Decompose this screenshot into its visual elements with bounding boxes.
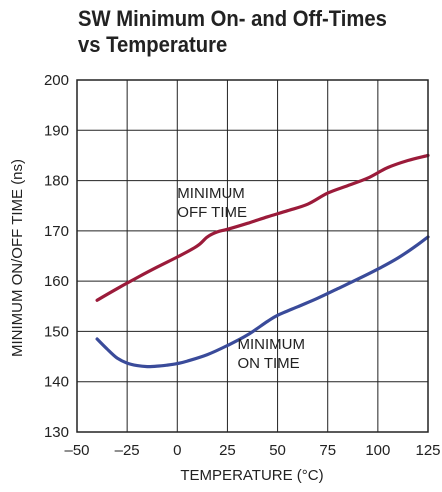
- y-tick-label: 170: [44, 223, 69, 240]
- y-tick-label: 150: [44, 323, 69, 340]
- y-tick-label: 160: [44, 273, 69, 290]
- series-label-line: ON TIME: [237, 355, 299, 372]
- series-label-line: OFF TIME: [177, 204, 247, 221]
- y-tick-label: 140: [44, 374, 69, 391]
- x-axis-label: TEMPERATURE (°C): [180, 467, 323, 484]
- x-tick-label: –50: [64, 442, 89, 459]
- x-tick-label: 100: [365, 442, 390, 459]
- chart-title-line2: vs Temperature: [78, 32, 228, 57]
- tick-labels: –50 –25 0 25 50 75 100 125 130 140 150 160 170 180 190…: [44, 72, 441, 459]
- grid: [76, 79, 429, 433]
- x-tick-label: 125: [415, 442, 440, 459]
- chart-title-line1: SW Minimum On- and Off-Times: [78, 6, 387, 31]
- series-labels: MINIMUM OFF TIME MINIMUM ON TIME: [177, 185, 305, 372]
- series-group: [95, 153, 430, 369]
- plot-frame: [76, 79, 429, 433]
- x-tick-label: 50: [269, 442, 286, 459]
- series-label-line: MINIMUM: [177, 185, 245, 202]
- y-axis-label: MINIMUM ON/OFF TIME (ns): [9, 159, 26, 357]
- x-tick-label: 25: [219, 442, 236, 459]
- y-tick-label: 190: [44, 122, 69, 139]
- y-tick-label: 200: [44, 72, 69, 89]
- x-tick-label: 0: [173, 442, 181, 459]
- series-line-on-time: [95, 235, 430, 369]
- y-tick-label: 180: [44, 173, 69, 190]
- y-tick-label: 130: [44, 424, 69, 441]
- x-tick-label: –25: [115, 442, 140, 459]
- series-label-line: MINIMUM: [237, 336, 305, 353]
- series-label-off-time: MINIMUM OFF TIME: [177, 185, 247, 221]
- x-tick-label: 75: [319, 442, 336, 459]
- series-label-on-time: MINIMUM ON TIME: [237, 336, 305, 372]
- series-line-off-time: [95, 153, 430, 302]
- chart-title: SW Minimum On- and Off-Times vs Temperat…: [78, 6, 409, 58]
